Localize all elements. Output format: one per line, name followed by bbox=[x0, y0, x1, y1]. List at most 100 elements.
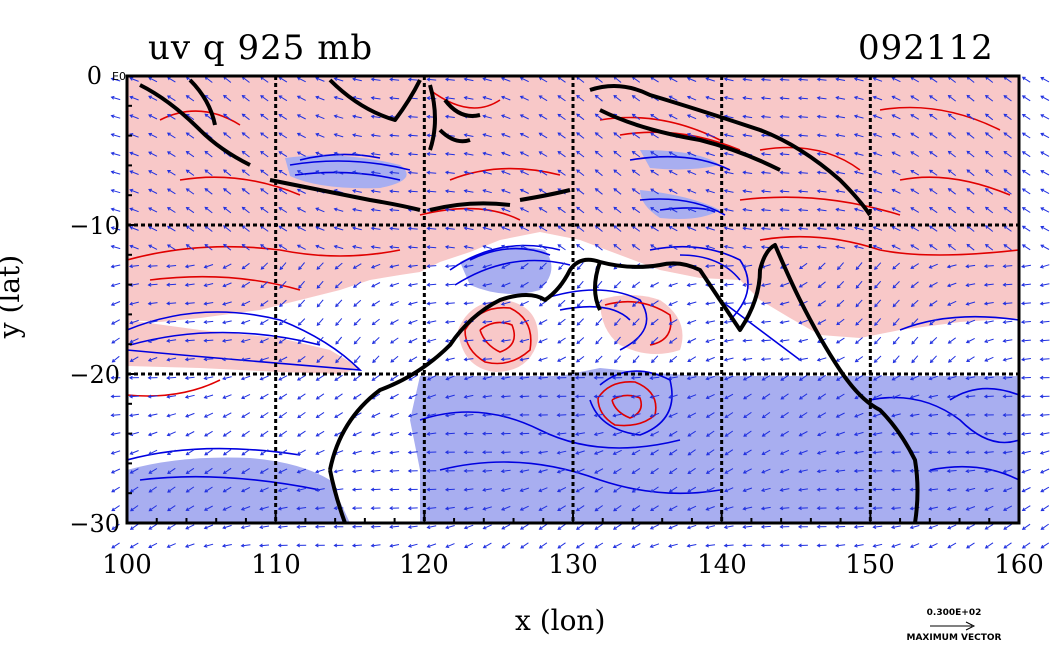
wind-vector-head bbox=[426, 133, 431, 138]
wind-vector-head bbox=[909, 487, 914, 492]
wind-vector-head bbox=[668, 432, 673, 437]
wind-vector bbox=[966, 244, 975, 251]
wind-vector-head bbox=[928, 525, 933, 530]
wind-vector-head bbox=[797, 207, 802, 212]
wind-vector bbox=[1022, 225, 1031, 232]
wind-vector bbox=[501, 469, 511, 472]
wind-vector-head bbox=[111, 526, 116, 530]
wind-vector-head bbox=[445, 525, 450, 530]
wind-vector-head bbox=[668, 525, 673, 530]
wind-vector bbox=[761, 227, 771, 230]
wind-vector-head bbox=[1003, 244, 1008, 248]
wind-vector-head bbox=[315, 132, 320, 137]
wind-vector-head bbox=[444, 189, 449, 194]
wind-vector bbox=[427, 320, 437, 324]
wind-vector-head bbox=[352, 189, 357, 193]
wind-vector bbox=[761, 116, 771, 118]
wind-vector-head bbox=[223, 169, 227, 173]
wind-vector bbox=[873, 245, 883, 250]
wind-vector-head bbox=[705, 151, 710, 156]
wind-vector-head bbox=[298, 303, 302, 308]
wind-vector bbox=[167, 207, 176, 213]
wind-vector bbox=[316, 280, 324, 289]
wind-vector-head bbox=[705, 339, 710, 343]
y-tick-label: −20 bbox=[69, 361, 120, 389]
wind-vector bbox=[929, 76, 938, 83]
wind-vector-head bbox=[482, 244, 487, 249]
wind-vector bbox=[892, 299, 900, 307]
wind-vector-head bbox=[203, 357, 208, 362]
wind-vector bbox=[780, 282, 790, 287]
wind-vector bbox=[650, 394, 660, 398]
wind-vector bbox=[650, 449, 659, 456]
wind-vector bbox=[483, 302, 493, 305]
wind-vector-head bbox=[221, 543, 226, 548]
wind-vector bbox=[297, 374, 306, 381]
wind-vector-head bbox=[686, 301, 691, 306]
dry-patch-gulf bbox=[460, 246, 552, 294]
wind-vector-head bbox=[1020, 301, 1025, 306]
wind-vector bbox=[464, 394, 474, 398]
wind-vector-head bbox=[872, 543, 877, 548]
wind-vector-head bbox=[984, 544, 989, 549]
wind-vector bbox=[204, 188, 213, 195]
wind-vector bbox=[445, 488, 455, 491]
wind-vector-head bbox=[537, 431, 542, 436]
wind-vector bbox=[520, 300, 529, 306]
wind-vector bbox=[501, 358, 511, 360]
wind-vector-head bbox=[315, 170, 320, 174]
wind-vector bbox=[780, 468, 790, 473]
wind-vector-head bbox=[743, 395, 747, 400]
wind-vector bbox=[947, 300, 957, 306]
wind-vector bbox=[185, 412, 195, 418]
wind-vector bbox=[297, 133, 306, 139]
wind-vector-head bbox=[910, 303, 915, 307]
wind-vector-head bbox=[576, 526, 580, 530]
wind-vector-head bbox=[779, 226, 784, 231]
wind-vector-head bbox=[817, 432, 821, 437]
wind-vector-head bbox=[1003, 113, 1008, 118]
wind-vector-head bbox=[873, 359, 878, 363]
wind-vector-head bbox=[984, 507, 989, 511]
wind-vector-head bbox=[297, 414, 302, 419]
wind-vector bbox=[538, 357, 548, 361]
wind-vector bbox=[761, 171, 771, 174]
wind-vector bbox=[780, 488, 790, 491]
wind-vector bbox=[501, 208, 511, 213]
wind-vector-head bbox=[371, 377, 376, 381]
wind-vector bbox=[260, 169, 269, 176]
wind-vector-head bbox=[613, 507, 617, 512]
wind-vector bbox=[984, 283, 994, 286]
wind-vector-head bbox=[444, 170, 449, 175]
wind-vector bbox=[335, 355, 343, 363]
wind-vector bbox=[520, 487, 530, 492]
wind-vector bbox=[984, 487, 994, 492]
wind-vector-head bbox=[129, 413, 133, 418]
wind-vector-head bbox=[389, 524, 394, 529]
wind-vector-head bbox=[742, 77, 747, 82]
wind-vector bbox=[483, 133, 492, 138]
wind-vector bbox=[186, 449, 195, 456]
wind-vector bbox=[1022, 468, 1031, 473]
wind-vector bbox=[724, 544, 734, 547]
wind-vector-head bbox=[593, 394, 598, 399]
wind-vector bbox=[892, 77, 901, 83]
wind-vector bbox=[873, 432, 883, 435]
wind-vector-head bbox=[278, 376, 283, 381]
wind-vector-head bbox=[334, 414, 339, 418]
wind-vector-head bbox=[204, 188, 209, 192]
wind-vector bbox=[854, 208, 864, 212]
wind-vector bbox=[464, 134, 474, 137]
wind-vector bbox=[297, 244, 306, 250]
wind-vector-head bbox=[817, 284, 822, 289]
wind-vector-head bbox=[630, 394, 635, 399]
wind-vector bbox=[557, 542, 566, 549]
wind-vector-head bbox=[426, 413, 431, 418]
wind-vector-head bbox=[705, 543, 710, 548]
wind-vector-head bbox=[835, 524, 839, 529]
wind-vector-head bbox=[147, 375, 152, 380]
wind-vector-head bbox=[556, 488, 561, 493]
wind-vector bbox=[650, 376, 660, 379]
wind-vector bbox=[836, 208, 846, 212]
